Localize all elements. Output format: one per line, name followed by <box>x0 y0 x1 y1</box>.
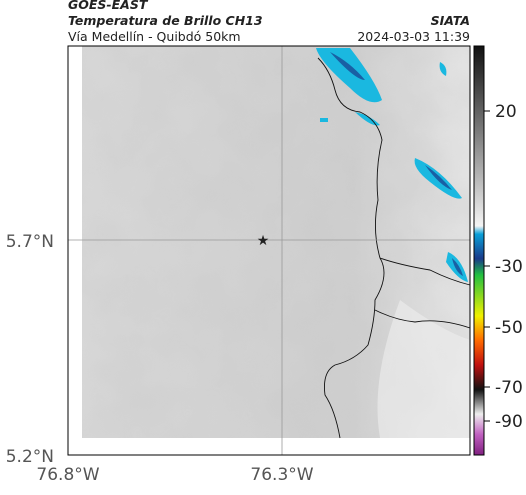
colorbar-tick-label: -50 <box>495 318 523 338</box>
location-star: ★ <box>257 233 270 249</box>
map: ★ <box>67 45 471 456</box>
colorbar-tick-label: -30 <box>495 257 523 277</box>
timestamp: 2024-03-03 11:39 <box>357 29 470 44</box>
colorbar-tick-label: -90 <box>495 412 523 432</box>
colorbar-scale <box>473 45 485 456</box>
bright-area <box>377 300 470 438</box>
title: Temperatura de Brillo CH13 <box>68 13 263 28</box>
borders <box>317 57 471 439</box>
source: SIATA <box>431 13 470 28</box>
y-label: 5.7°N <box>6 232 54 252</box>
x-label: 76.8°W <box>36 465 99 485</box>
colorbar-tick-label: -70 <box>495 378 523 398</box>
colorbar-tick-label: 20 <box>495 102 517 122</box>
map-frame <box>67 45 471 456</box>
cold-cores <box>330 52 463 276</box>
y-label: 5.2°N <box>6 447 54 467</box>
colorbar: 20 -30 -50 -70 -90 <box>473 45 523 456</box>
subtitle: Vía Medellín - Quibdó 50km <box>68 29 241 44</box>
agency: GOES-EAST <box>68 0 149 12</box>
x-label: 76.3°W <box>250 465 313 485</box>
